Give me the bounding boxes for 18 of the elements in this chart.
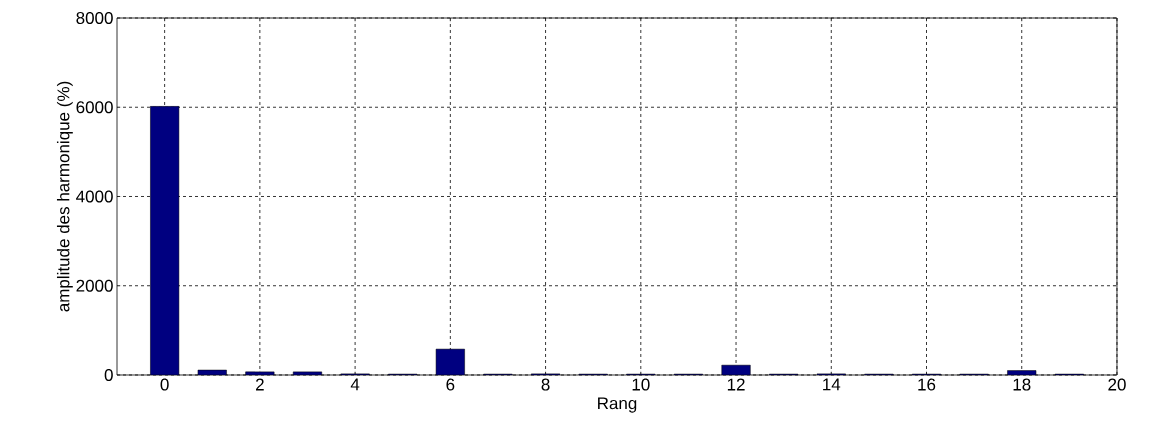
x-tick-label: 18 (1013, 378, 1031, 391)
x-tick-label: 10 (632, 378, 650, 391)
y-tick-label: 8000 (76, 11, 113, 25)
x-tick-label: 0 (160, 378, 169, 391)
x-tick-label: 12 (727, 378, 745, 391)
y-axis-title: amplitude des harmonique (%) (56, 81, 73, 312)
x-tick-label: 14 (823, 378, 841, 391)
x-tick-label: 6 (446, 378, 455, 391)
x-tick-label: 8 (541, 378, 550, 391)
y-tick-label: 4000 (76, 190, 113, 203)
x-tick-label: 4 (350, 378, 360, 391)
x-tick-label: 16 (918, 378, 936, 391)
x-tick-label: 2 (256, 378, 264, 391)
y-tick-label: 2000 (76, 279, 113, 292)
y-tick-label: 0 (104, 368, 113, 382)
x-tick-label: 20 (1108, 378, 1126, 391)
x-axis-title: Rang (598, 397, 637, 413)
y-tick-label: 6000 (76, 101, 113, 114)
